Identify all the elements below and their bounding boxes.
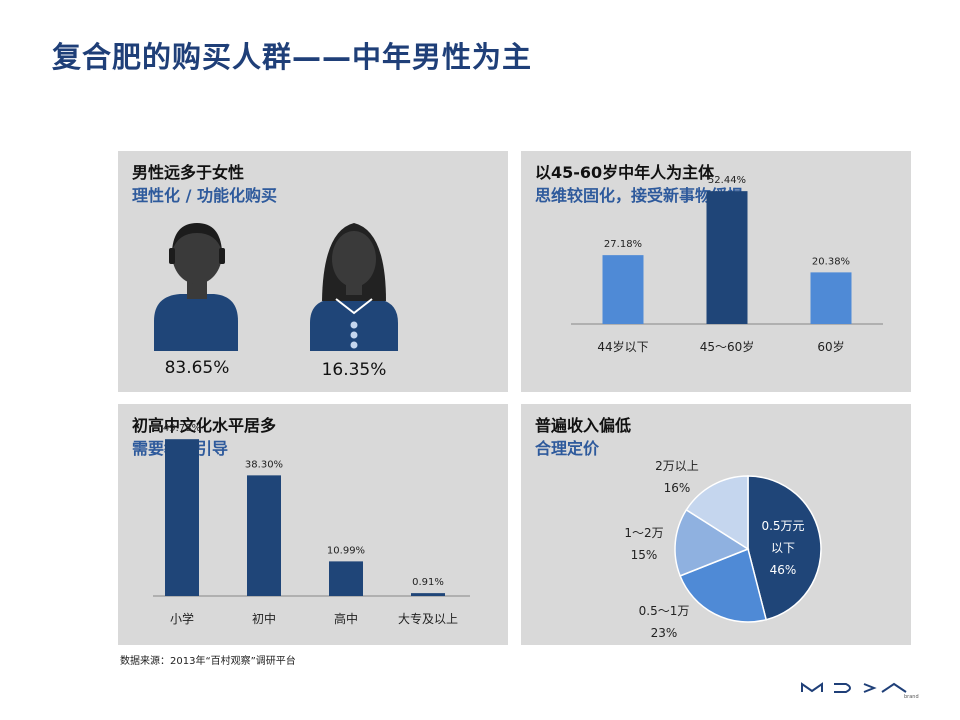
income-slice-label: 46% bbox=[770, 563, 797, 577]
age-category-label: 45～60岁 bbox=[700, 339, 755, 354]
income-slice-label: 2万以上 bbox=[655, 459, 699, 473]
logo-mark-icon: brand bbox=[801, 682, 919, 700]
brand-logo: brand bbox=[800, 678, 920, 706]
age-bar-chart: 27.18% 44岁以下 52.44% 45～60岁 20.38% 60岁 bbox=[571, 175, 883, 354]
age-heading: 以45-60岁中年人为主体 bbox=[535, 163, 715, 182]
income-pie-slice bbox=[679, 547, 768, 623]
education-value-label: 49.78% bbox=[163, 423, 201, 434]
gender-subheading: 理性化 / 功能化购买 bbox=[132, 186, 277, 205]
income-panel: 普遍收入偏低 合理定价 0.5万元以下 46% 0.5～1万 23% 1～2万 15% 2万… bbox=[521, 404, 911, 645]
education-value-label: 38.30% bbox=[245, 459, 283, 470]
income-pie-slice bbox=[685, 475, 749, 551]
data-source: 数据来源：2013年“百村观察”调研平台 bbox=[120, 656, 296, 667]
age-category-label: 60岁 bbox=[817, 339, 844, 354]
education-category-label: 小学 bbox=[170, 611, 194, 626]
gender-figures bbox=[154, 223, 398, 351]
age-value-label: 20.38% bbox=[812, 256, 850, 267]
female-icon bbox=[310, 223, 398, 351]
income-heading: 普遍收入偏低 bbox=[535, 416, 632, 435]
gender-panel: 男性远多于女性 理性化 / 功能化购买 83.65% 16.35% bbox=[118, 151, 508, 392]
education-bar-chart: 49.78% 小学 38.30% 初中 10.99% 高中 0.91% 大专及以上 bbox=[153, 423, 470, 626]
page-title: 复合肥的购买人群——中年男性为主 bbox=[52, 40, 533, 74]
education-bar bbox=[165, 439, 199, 596]
income-slice-label: 0.5万元 bbox=[761, 519, 804, 533]
logo-text: brand bbox=[904, 694, 919, 700]
age-panel: 以45-60岁中年人为主体 思维较固化，接受新事物缓慢 27.18% 44岁以下 5… bbox=[521, 151, 911, 392]
age-category-label: 44岁以下 bbox=[597, 339, 648, 354]
income-slice-label: 16% bbox=[664, 481, 691, 495]
income-pie-slice bbox=[747, 475, 822, 621]
age-bar bbox=[706, 191, 748, 324]
education-bar bbox=[247, 475, 281, 596]
income-slice-label: 1～2万 bbox=[624, 526, 663, 540]
age-bar bbox=[602, 255, 644, 324]
income-slice-label: 0.5～1万 bbox=[639, 604, 690, 618]
income-slice-label: 15% bbox=[631, 548, 658, 562]
age-value-label: 52.44% bbox=[708, 175, 746, 186]
income-pie-slice bbox=[674, 508, 750, 577]
education-bar bbox=[329, 561, 363, 596]
male-percentage: 83.65% bbox=[164, 358, 230, 378]
education-category-label: 大专及以上 bbox=[398, 611, 458, 626]
age-value-label: 27.18% bbox=[604, 239, 642, 250]
age-bar bbox=[810, 272, 852, 324]
female-percentage: 16.35% bbox=[321, 360, 387, 380]
education-category-label: 高中 bbox=[334, 611, 358, 626]
age-subheading: 思维较固化，接受新事物缓慢 bbox=[535, 186, 744, 205]
education-panel: 初高中文化水平居多 需要教育引导 49.78%小学38.30%初中10.99%高… bbox=[118, 404, 508, 645]
education-value-label: 0.91% bbox=[412, 577, 444, 588]
education-heading: 初高中文化水平居多 bbox=[132, 416, 277, 435]
income-slice-label: 以下 bbox=[771, 541, 795, 555]
gender-heading: 男性远多于女性 bbox=[132, 163, 245, 182]
education-category-label: 初中 bbox=[252, 611, 276, 626]
education-value-label: 10.99% bbox=[327, 545, 365, 556]
education-bar bbox=[411, 593, 445, 596]
income-subheading: 合理定价 bbox=[535, 439, 600, 458]
income-slice-label: 23% bbox=[651, 626, 678, 640]
male-icon bbox=[154, 223, 238, 351]
